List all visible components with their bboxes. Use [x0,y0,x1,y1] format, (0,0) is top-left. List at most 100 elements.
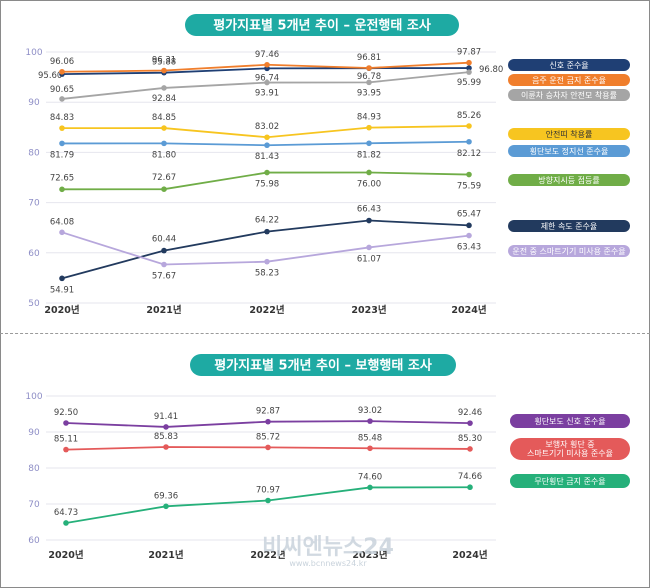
chart1-legend-item [508,145,630,157]
chart2-xtick-label: 2022년 [250,549,285,561]
chart2-data-label: 93.02 [358,406,382,416]
chart1-data-point [264,61,270,68]
chart1-data-label: 72.65 [50,173,74,183]
chart1-data-label: 93.91 [255,89,279,99]
chart2-data-point [63,520,69,526]
chart1-data-point [161,125,167,131]
chart1-legend-label: 안전띠 착용률 [546,129,593,139]
chart1-data-label: 96.78 [357,72,381,82]
chart1-data-label: 96.81 [357,53,381,63]
chart1-data-label: 95.60 [38,71,62,81]
chart1-data-point [466,222,472,229]
chart2-ytick-label: 60 [28,536,40,546]
chart1-data-point [161,261,167,268]
chart2-title-group: 평가지표별 5개년 추이 – 보행행태 조사 [190,354,456,376]
chart1-ytick-label: 70 [28,199,40,209]
chart2-data-point [467,420,473,426]
chart2-data-point [163,424,169,430]
chart2-data-point [367,484,373,491]
chart1-xtick-label: 2022년 [249,304,284,316]
chart1-data-point [366,169,372,176]
chart2-legend-label: 보행자 횡단 중 [545,439,594,449]
chart2-data-label: 91.41 [154,412,178,422]
chart1-data-point [161,67,167,74]
watermark-text: 비씨엔뉴스24 [262,535,394,560]
chart1-ytick-label: 100 [25,48,42,58]
chart1-legend-label: 음주 운전 금지 준수율 [532,75,606,85]
chart1-data-point [264,134,270,141]
chart1-data-point [264,79,270,86]
chart1-data-point [59,186,65,193]
chart1-data-label: 84.83 [50,113,74,123]
chart1-data-point [161,247,167,254]
chart1-legend-item [508,89,630,101]
chart1-data-label: 90.65 [50,85,74,95]
chart1-data-point [264,142,270,149]
chart1-title-group: 평가지표별 5개년 추이 – 운전행태 조사 [185,14,459,36]
chart2-legend-label: 무단횡단 금지 준수율 [534,476,605,486]
chart2-legend-label: 횡단보도 신호 준수율 [534,416,605,426]
chart1-data-point [264,228,270,235]
chart2-data-label: 85.30 [458,434,482,444]
chart2-data-point [63,420,69,426]
watermark-url: www.bcnnews24.kr [289,559,367,568]
chart1-data-point [264,258,270,265]
chart2-data-point [467,446,473,452]
chart2-ytick-label: 80 [28,464,40,474]
chart2-data-label: 85.48 [358,433,382,443]
chart2-title-pill [190,354,456,376]
chart1-data-point [366,244,372,251]
chart1-data-point [366,217,372,224]
chart2-xtick-label: 2024년 [452,549,487,561]
chart1-data-label: 72.67 [152,173,176,183]
chart1-data-point [466,123,472,129]
chart2-data-label: 70.97 [256,486,280,496]
chart1-data-label: 81.82 [357,150,381,160]
chart2-ytick-label: 70 [28,500,40,510]
chart1-legend-label: 제한 속도 준수율 [541,222,598,231]
chart1-data-point [59,125,65,131]
chart1-legend-item [508,128,630,140]
chart1-data-label: 85.26 [457,111,481,121]
chart1-data-label: 54.91 [50,285,74,295]
chart1-xtick-label: 2024년 [451,304,486,316]
chart1-data-point [264,169,270,176]
chart1-data-label: 76.00 [357,179,381,189]
chart1-legend-item [508,74,630,86]
chart1-data-point [466,171,472,178]
chart1-legend-label: 이륜차 승차자 안전모 착용률 [521,90,617,100]
chart1-legend-label: 방향지시등 점등률 [538,175,599,185]
chart1-legend-item [508,59,630,71]
chart2-data-point [163,444,169,450]
chart2-plot: 60 70 80 90 100 2020년 2021년 2022년 2023년 2024년 92.5… [25,392,630,561]
chart1-data-label: 81.80 [152,150,176,160]
chart1-title: 평가지표별 5개년 추이 – 운전행태 조사 [213,18,431,34]
chart2-data-label: 69.36 [154,491,178,501]
chart1-legend-item [508,174,630,186]
chart2-data-point [467,484,473,491]
chart1-data-point [366,65,372,71]
chart1-data-label: 96.80 [479,65,503,75]
chart1-data-label: 95.99 [457,78,481,88]
chart1-data-point [366,140,372,147]
chart2-data-point [163,503,169,510]
chart2-data-label: 85.72 [256,432,280,442]
chart1-data-label: 84.93 [357,113,381,123]
chart1-data-point [466,138,472,145]
chart1-data-label: 63.43 [457,243,481,253]
chart2-ytick-label: 100 [25,392,42,402]
chart2-data-label: 64.73 [54,508,78,518]
chart1-data-point [59,140,65,147]
chart1-data-point [366,124,372,131]
chart1-legend-label: 운전 중 스마트기기 미사용 준수율 [512,246,625,256]
chart1-legend-item [508,220,630,232]
chart1-data-label: 65.47 [457,209,481,219]
chart2-data-label: 74.60 [358,472,382,482]
chart2-data-label: 92.46 [458,408,482,418]
section-divider [0,333,650,334]
chart1-legend-label: 횡단보도 정지선 준수율 [530,146,609,156]
chart1-data-point [466,232,472,239]
chart2-xtick-label: 2021년 [148,549,183,561]
chart1-data-point [161,85,167,91]
chart2-data-label: 92.50 [54,408,78,418]
